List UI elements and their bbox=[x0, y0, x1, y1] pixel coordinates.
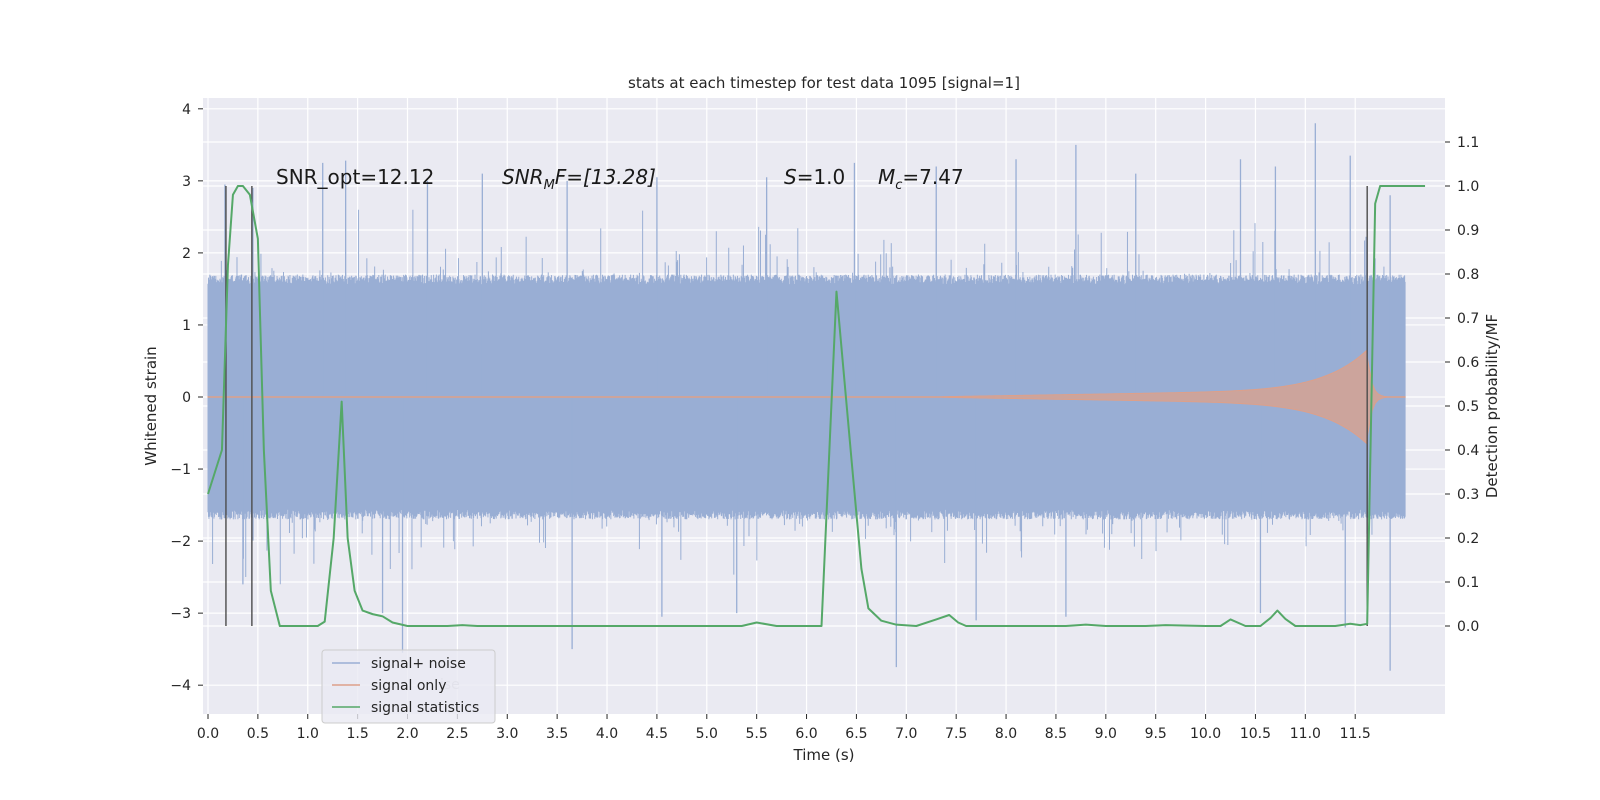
y2-tick-label: 0.9 bbox=[1457, 223, 1479, 239]
x-tick-label: 9.5 bbox=[1145, 726, 1167, 742]
x-tick-label: 8.0 bbox=[995, 726, 1017, 742]
x-axis-label: Time (s) bbox=[793, 746, 855, 764]
annotation-snr-opt: SNR_opt=12.12 bbox=[276, 165, 434, 189]
x-tick-label: 4.5 bbox=[646, 726, 668, 742]
x-tick-label: 9.0 bbox=[1095, 726, 1117, 742]
x-tick-label: 2.5 bbox=[446, 726, 468, 742]
y-tick-label: 0 bbox=[182, 390, 191, 406]
y-tick-label: 1 bbox=[182, 318, 191, 334]
y2-tick-label: 1.1 bbox=[1457, 135, 1479, 151]
y2-tick-label: 0.0 bbox=[1457, 619, 1479, 635]
y2-tick-label: 0.1 bbox=[1457, 575, 1479, 591]
x-tick-label: 10.5 bbox=[1240, 726, 1271, 742]
annotation-s: S=1.0 bbox=[784, 165, 845, 189]
noise-series bbox=[207, 123, 1406, 671]
x-tick-label: 7.0 bbox=[895, 726, 917, 742]
y-tick-label: 2 bbox=[182, 246, 191, 262]
y2-axis-label: Detection probability/MF bbox=[1483, 314, 1501, 498]
x-ticks: 0.0 0.5 1.0 1.5 2.0 2.5 3.0 3.5 4.0 4.5 5.0 5.5 6.0 6… bbox=[197, 714, 1371, 742]
legend-noise-label: signal+ noise bbox=[371, 656, 466, 672]
annotation-mc: Mc=7.47 bbox=[878, 165, 964, 193]
y-tick-label: −4 bbox=[170, 678, 191, 694]
x-tick-label: 3.0 bbox=[496, 726, 518, 742]
chart-title: stats at each timestep for test data 109… bbox=[628, 74, 1020, 92]
y2-tick-label: 0.3 bbox=[1457, 487, 1479, 503]
x-tick-label: 1.5 bbox=[346, 726, 368, 742]
x-tick-label: 11.0 bbox=[1290, 726, 1321, 742]
annotation-snr-mf: SNRMF=[13.28] bbox=[502, 165, 656, 193]
legend-signal-label: signal only bbox=[371, 678, 446, 694]
x-tick-label: 6.5 bbox=[845, 726, 867, 742]
y-tick-label: −2 bbox=[170, 534, 191, 550]
x-tick-label: 10.0 bbox=[1190, 726, 1221, 742]
signal-only-series bbox=[207, 349, 1406, 445]
y2-ticks: 1.1 1.0 0.9 0.8 0.7 0.6 0.5 0.4 0.3 0.2 0.1 0.0 bbox=[1445, 135, 1479, 635]
x-tick-label: 3.5 bbox=[546, 726, 568, 742]
y2-tick-label: 0.2 bbox=[1457, 531, 1479, 547]
y-tick-label: 4 bbox=[182, 102, 191, 118]
x-tick-label: 11.5 bbox=[1340, 726, 1371, 742]
y-tick-label: −3 bbox=[170, 606, 191, 622]
y2-tick-label: 0.6 bbox=[1457, 355, 1479, 371]
y-tick-label: −1 bbox=[170, 462, 191, 478]
x-tick-label: 7.5 bbox=[945, 726, 967, 742]
legend: ise signal+ noise signal only signal sta… bbox=[321, 649, 496, 724]
y-tick-label: 3 bbox=[182, 174, 191, 190]
y2-tick-label: 0.4 bbox=[1457, 443, 1479, 459]
y2-tick-label: 1.0 bbox=[1457, 179, 1479, 195]
y2-tick-label: 0.8 bbox=[1457, 267, 1479, 283]
x-tick-label: 0.0 bbox=[197, 726, 219, 742]
x-tick-label: 1.0 bbox=[297, 726, 319, 742]
legend-box bbox=[321, 649, 496, 724]
y2-tick-label: 0.7 bbox=[1457, 311, 1479, 327]
y2-tick-label: 0.5 bbox=[1457, 399, 1479, 415]
x-tick-label: 5.5 bbox=[746, 726, 768, 742]
y-ticks: 4 3 2 1 0 −1 −2 −3 −4 bbox=[170, 102, 203, 694]
legend-stats-label: signal statistics bbox=[371, 700, 479, 716]
x-tick-label: 4.0 bbox=[596, 726, 618, 742]
x-tick-label: 5.0 bbox=[696, 726, 718, 742]
vertical-markers bbox=[225, 186, 1368, 626]
x-tick-label: 8.5 bbox=[1045, 726, 1067, 742]
x-tick-label: 0.5 bbox=[247, 726, 269, 742]
x-tick-label: 2.0 bbox=[396, 726, 418, 742]
x-tick-label: 6.0 bbox=[795, 726, 817, 742]
y-axis-label: Whitened strain bbox=[142, 346, 160, 465]
signal-statistics-series bbox=[207, 185, 1426, 627]
